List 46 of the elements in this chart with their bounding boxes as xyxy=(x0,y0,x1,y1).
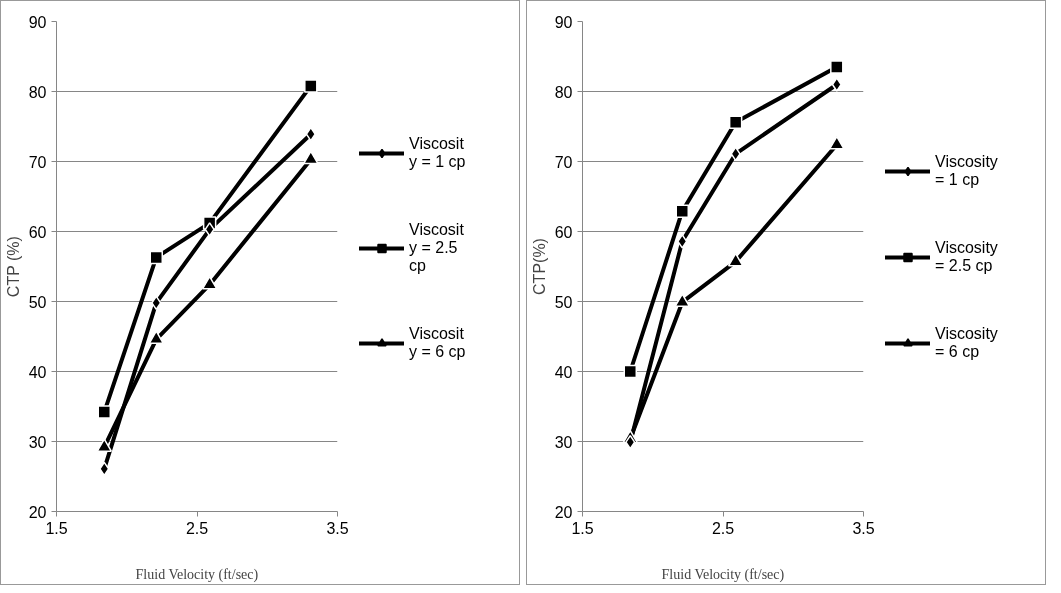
point xyxy=(201,275,218,290)
y-tick-label: 50 xyxy=(28,293,47,311)
point xyxy=(831,77,842,92)
y-tick-label: 20 xyxy=(28,503,47,521)
y-tick-label: 20 xyxy=(554,503,573,521)
legend-label: Viscosity = 1 cp xyxy=(935,153,998,189)
y-tick-label: 90 xyxy=(554,13,573,31)
y-tick-label: 60 xyxy=(554,223,573,241)
y-tick-label: 40 xyxy=(554,363,573,381)
y-tick-label: 80 xyxy=(28,83,47,101)
point xyxy=(728,115,743,130)
y-tick-label: 90 xyxy=(28,13,47,31)
legend-label: Viscosity = 6 cp xyxy=(935,325,998,361)
x-tick-label: 2.5 xyxy=(185,519,209,537)
y-tick-label: 60 xyxy=(28,223,47,241)
legend-label: Viscosity = 2.5 cp xyxy=(409,221,464,275)
y-tick-label: 80 xyxy=(554,83,573,101)
x-tick-label: 3.5 xyxy=(326,519,349,537)
point xyxy=(727,252,744,267)
x-axis-title: Fluid Velocity (ft/sec) xyxy=(135,566,259,583)
y-tick-label: 30 xyxy=(554,433,573,451)
legend-label: Viscosity = 1 cp xyxy=(409,135,466,171)
x-tick-label: 1.5 xyxy=(45,519,68,537)
y-tick-label: 70 xyxy=(554,153,573,171)
x-tick-label: 3.5 xyxy=(852,519,875,537)
y-axis-title: CTP (%) xyxy=(4,236,22,298)
point xyxy=(830,60,844,74)
y-tick-label: 70 xyxy=(28,153,47,171)
point xyxy=(675,204,690,218)
y-axis-title: CTP(%) xyxy=(530,238,548,295)
y-tick-label: 40 xyxy=(28,363,47,381)
y-tick-label: 50 xyxy=(554,293,573,311)
x-tick-label: 1.5 xyxy=(571,519,594,537)
x-axis-title: Fluid Velocity (ft/sec) xyxy=(661,566,785,583)
point xyxy=(97,405,112,419)
point xyxy=(204,222,215,237)
point xyxy=(149,250,164,265)
point xyxy=(677,234,688,249)
y-tick-label: 30 xyxy=(28,433,47,451)
legend-label: Viscosity = 6 cp xyxy=(409,325,466,361)
point xyxy=(304,79,318,93)
point xyxy=(674,293,691,307)
point xyxy=(623,364,638,379)
legend-label: Viscosity = 2.5 cp xyxy=(935,239,998,275)
point xyxy=(96,438,113,452)
x-tick-label: 2.5 xyxy=(711,519,735,537)
